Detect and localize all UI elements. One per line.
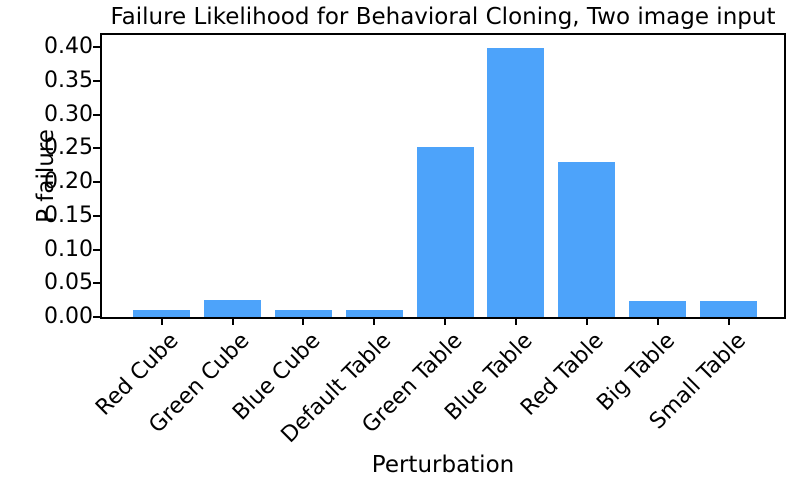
bar-small-table [700,300,757,317]
y-tick-mark-0.15 [93,214,100,217]
y-tick-mark-0.30 [93,113,100,116]
bar-red-cube [133,309,191,317]
bar-green-cube [204,300,262,317]
bar-blue-cube [274,310,332,317]
y-tick-label-0.05: 0.05 [44,270,93,296]
plot-area [100,33,786,319]
y-tick-mark-0.40 [93,46,100,49]
x-tick-mark-small-table [727,319,730,325]
bar-red-table [558,161,616,317]
x-tick-mark-red-table [585,319,588,325]
y-tick-mark-0.25 [93,147,100,150]
y-tick-mark-0.05 [93,282,100,285]
y-tick-label-0.10: 0.10 [44,236,93,262]
y-tick-mark-0.20 [93,181,100,184]
bar-green-table [416,146,474,317]
x-tick-mark-blue-table [514,319,517,325]
x-tick-mark-big-table [656,319,659,325]
chart-title: Failure Likelihood for Behavioral Clonin… [110,4,776,30]
bar-default-table [345,310,403,317]
y-tick-label-0.00: 0.00 [44,304,93,329]
x-tick-mark-red-cube [160,319,163,325]
y-tick-label-0.20: 0.20 [44,169,93,195]
x-tick-mark-green-table [444,319,447,325]
x-tick-mark-green-cube [231,319,234,325]
x-tick-mark-default-table [373,319,376,325]
y-tick-label-0.30: 0.30 [44,101,93,127]
y-tick-label-0.40: 0.40 [44,34,93,60]
y-tick-mark-0.00 [93,316,100,318]
y-tick-mark-0.35 [93,79,100,82]
bar-blue-table [487,48,545,317]
x-axis-label: Perturbation [371,452,515,478]
x-tick-mark-blue-cube [302,319,305,325]
y-tick-label-0.15: 0.15 [44,202,93,228]
y-tick-label-0.25: 0.25 [44,135,93,161]
bar-big-table [629,301,687,317]
y-tick-mark-0.10 [93,248,100,251]
y-tick-label-0.35: 0.35 [44,67,93,93]
